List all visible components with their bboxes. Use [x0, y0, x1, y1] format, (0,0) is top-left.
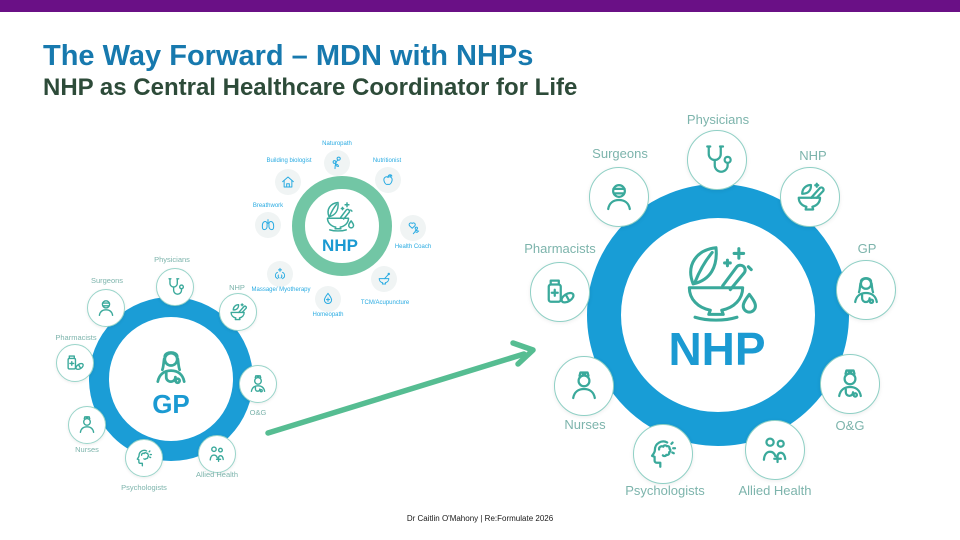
nhp-small-center-label: NHP — [322, 236, 358, 255]
allied-health-icon — [206, 443, 228, 465]
mortar-pestle-icon — [376, 271, 392, 287]
satellite-label-pharmacists: Pharmacists — [55, 333, 97, 342]
female-doctor-icon — [848, 272, 884, 308]
satellite-tcm-acupuncture — [371, 266, 397, 292]
brain-head-icon — [133, 447, 155, 469]
satellite-label-building-biologist: Building biologist — [266, 158, 312, 164]
satellite-nutritionist — [375, 167, 401, 193]
satellite-label-nhp: NHP — [799, 148, 827, 163]
nurse-icon — [566, 368, 602, 404]
mortar-pestle-icon — [227, 301, 249, 323]
heart-coach-icon — [405, 220, 421, 236]
satellite-label-nhp: NHP — [229, 283, 245, 292]
page-subtitle: NHP as Central Healthcare Coordinator fo… — [43, 74, 578, 101]
satellite-label-psychologists: Psychologists — [625, 483, 705, 498]
satellite-homeopath — [315, 286, 341, 312]
stethoscope-icon — [164, 276, 186, 298]
satellite-label-nutritionist: Nutritionist — [372, 158, 402, 164]
satellite-gp — [836, 260, 896, 320]
pills-icon — [64, 352, 86, 374]
satellite-label-nurses: Nurses — [75, 445, 99, 454]
surgeon-icon — [601, 179, 637, 215]
satellite-psychologists — [633, 424, 693, 484]
satellite-allied-health — [198, 435, 236, 473]
satellite-breathwork — [255, 212, 281, 238]
satellite-label-allied-health: Allied Health — [195, 470, 239, 479]
satellite-label-og: O&G — [835, 418, 865, 433]
satellite-pharmacists — [56, 344, 94, 382]
nurse-icon — [76, 414, 98, 436]
top-accent-bar — [0, 0, 960, 12]
house-icon — [280, 174, 296, 190]
satellite-label-health-coach: Health Coach — [394, 244, 432, 250]
satellite-label-physicians: Physicians — [686, 112, 750, 127]
obgyn-doctor-icon — [247, 373, 269, 395]
satellite-psychologists — [125, 439, 163, 477]
satellite-surgeons — [87, 289, 125, 327]
satellite-nurses — [554, 356, 614, 416]
gp-center-label: GP — [152, 389, 190, 419]
brain-head-icon — [645, 436, 681, 472]
satellite-massage-myotherapy — [267, 261, 293, 287]
surgeon-icon — [95, 297, 117, 319]
satellite-label-tcm-acupuncture: TCM/Acupuncture — [360, 300, 410, 306]
satellite-allied-health — [745, 420, 805, 480]
stethoscope-icon — [699, 142, 735, 178]
satellite-label-physicians: Physicians — [154, 255, 190, 264]
satellite-physicians — [156, 268, 194, 306]
obgyn-doctor-icon — [832, 366, 868, 402]
satellite-nhp — [780, 167, 840, 227]
satellite-label-allied-health: Allied Health — [738, 483, 812, 498]
apple-icon — [380, 172, 396, 188]
satellite-label-surgeons: Surgeons — [592, 146, 648, 161]
slide-footer: Dr Caitlin O'Mahony | Re:Formulate 2026 — [406, 514, 554, 523]
satellite-pharmacists — [530, 262, 590, 322]
satellite-naturopath — [324, 150, 350, 176]
satellite-physicians — [687, 130, 747, 190]
satellite-og — [239, 365, 277, 403]
satellite-label-gp: GP — [857, 241, 877, 256]
satellite-label-naturopath: Naturopath — [322, 141, 352, 147]
satellite-label-massage-myotherapy: Massage/ Myotherapy — [251, 287, 311, 293]
satellite-label-nurses: Nurses — [564, 417, 606, 432]
mortar-pestle-icon — [792, 179, 828, 215]
herbs-icon — [329, 155, 345, 171]
satellite-label-og: O&G — [249, 408, 267, 417]
satellite-nhp — [219, 293, 257, 331]
mortar-pestle-icon — [320, 200, 356, 232]
satellite-label-breathwork: Breathwork — [252, 203, 284, 209]
satellite-og — [820, 354, 880, 414]
satellite-label-homeopath: Homeopath — [312, 312, 344, 318]
droplet-cross-icon — [320, 291, 336, 307]
satellite-nurses — [68, 406, 106, 444]
satellite-health-coach — [400, 215, 426, 241]
lungs-icon — [260, 217, 276, 233]
page-title: The Way Forward – MDN with NHPs — [43, 40, 534, 72]
hands-cross-icon — [272, 266, 288, 282]
satellite-building-biologist — [275, 169, 301, 195]
satellite-surgeons — [589, 167, 649, 227]
allied-health-icon — [757, 432, 793, 468]
pills-icon — [542, 274, 578, 310]
nhp-large-center-label: NHP — [668, 323, 766, 375]
satellite-label-pharmacists: Pharmacists — [524, 241, 596, 256]
satellite-label-psychologists: Psychologists — [121, 483, 167, 492]
female-doctor-icon — [149, 341, 193, 393]
satellite-label-surgeons: Surgeons — [90, 276, 124, 285]
mortar-pestle-icon — [670, 242, 762, 322]
